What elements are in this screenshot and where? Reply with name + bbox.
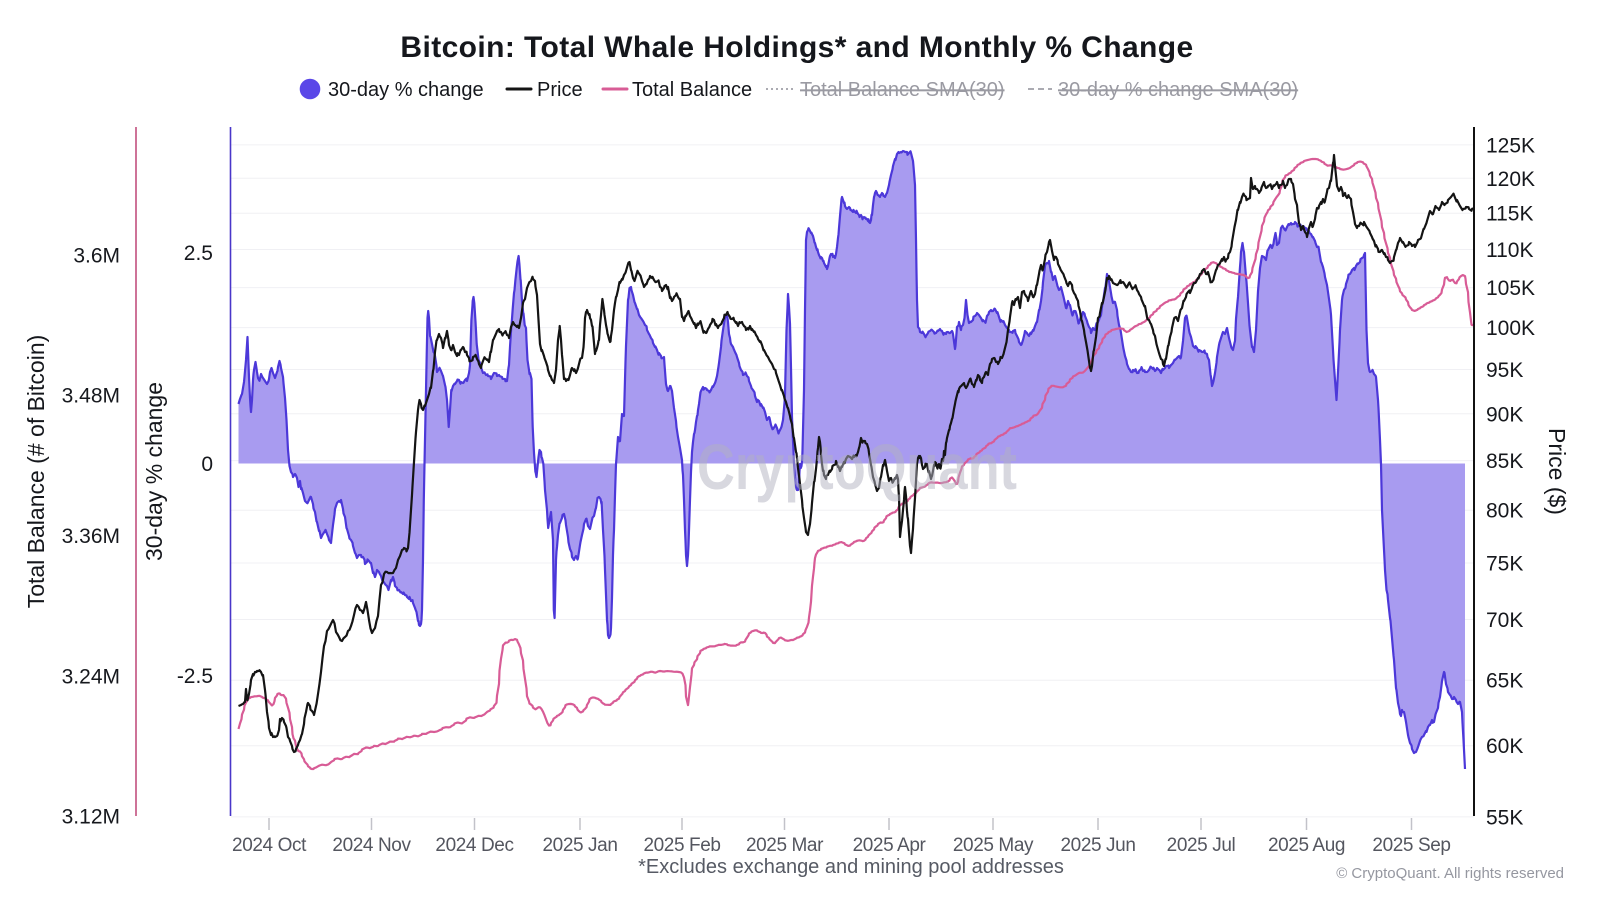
svg-text:2025 Jul: 2025 Jul — [1167, 835, 1236, 856]
svg-text:Bitcoin: Total Whale Holdings*: Bitcoin: Total Whale Holdings* and Month… — [400, 31, 1193, 64]
svg-text:3.6M: 3.6M — [73, 245, 120, 268]
svg-text:Total Balance: Total Balance — [632, 79, 752, 101]
svg-text:30-day % change: 30-day % change — [328, 79, 484, 101]
svg-text:65K: 65K — [1486, 670, 1523, 693]
svg-text:105K: 105K — [1486, 277, 1535, 300]
svg-text:3.48M: 3.48M — [62, 385, 120, 408]
svg-text:2025 Apr: 2025 Apr — [853, 835, 927, 856]
svg-text:2025 Feb: 2025 Feb — [643, 835, 720, 856]
svg-text:90K: 90K — [1486, 403, 1523, 426]
svg-text:2024 Nov: 2024 Nov — [332, 835, 411, 856]
svg-text:Total Balance SMA(30): Total Balance SMA(30) — [800, 79, 1005, 101]
svg-text:3.12M: 3.12M — [62, 806, 120, 829]
svg-text:2025 Jun: 2025 Jun — [1061, 835, 1136, 856]
svg-text:-2.5: -2.5 — [177, 665, 213, 688]
svg-text:75K: 75K — [1486, 553, 1523, 576]
svg-text:100K: 100K — [1486, 317, 1535, 340]
svg-text:80K: 80K — [1486, 500, 1523, 523]
svg-text:30-day % change SMA(30): 30-day % change SMA(30) — [1058, 79, 1298, 101]
svg-text:*Excludes exchange and mining: *Excludes exchange and mining pool addre… — [638, 856, 1064, 878]
svg-text:2.5: 2.5 — [184, 242, 213, 265]
svg-text:3.36M: 3.36M — [62, 525, 120, 548]
svg-text:2024 Dec: 2024 Dec — [435, 835, 513, 856]
svg-text:CryptoQuant: CryptoQuant — [697, 431, 1017, 503]
svg-text:30-day % change: 30-day % change — [141, 382, 167, 561]
svg-text:2024 Oct: 2024 Oct — [232, 835, 307, 856]
svg-text:55K: 55K — [1486, 806, 1523, 829]
svg-text:110K: 110K — [1486, 239, 1534, 262]
svg-text:2025 Sep: 2025 Sep — [1372, 835, 1450, 856]
svg-text:95K: 95K — [1486, 359, 1523, 382]
svg-text:2025 Mar: 2025 Mar — [746, 835, 824, 856]
svg-text:120K: 120K — [1486, 168, 1535, 191]
svg-text:Price: Price — [537, 79, 583, 101]
svg-text:85K: 85K — [1486, 450, 1523, 473]
svg-text:60K: 60K — [1486, 735, 1523, 758]
svg-text:70K: 70K — [1486, 609, 1523, 632]
svg-text:2025 Jan: 2025 Jan — [543, 835, 618, 856]
svg-text:Total Balance (# of Bitcoin): Total Balance (# of Bitcoin) — [23, 335, 49, 609]
svg-text:Price ($): Price ($) — [1544, 428, 1570, 515]
svg-text:125K: 125K — [1486, 134, 1535, 157]
svg-text:© CryptoQuant. All rights rese: © CryptoQuant. All rights reserved — [1336, 865, 1564, 882]
svg-text:115K: 115K — [1486, 203, 1534, 226]
svg-text:3.24M: 3.24M — [62, 665, 120, 688]
svg-text:2025 May: 2025 May — [953, 835, 1034, 856]
svg-text:2025 Aug: 2025 Aug — [1268, 835, 1345, 856]
svg-text:0: 0 — [201, 453, 213, 476]
